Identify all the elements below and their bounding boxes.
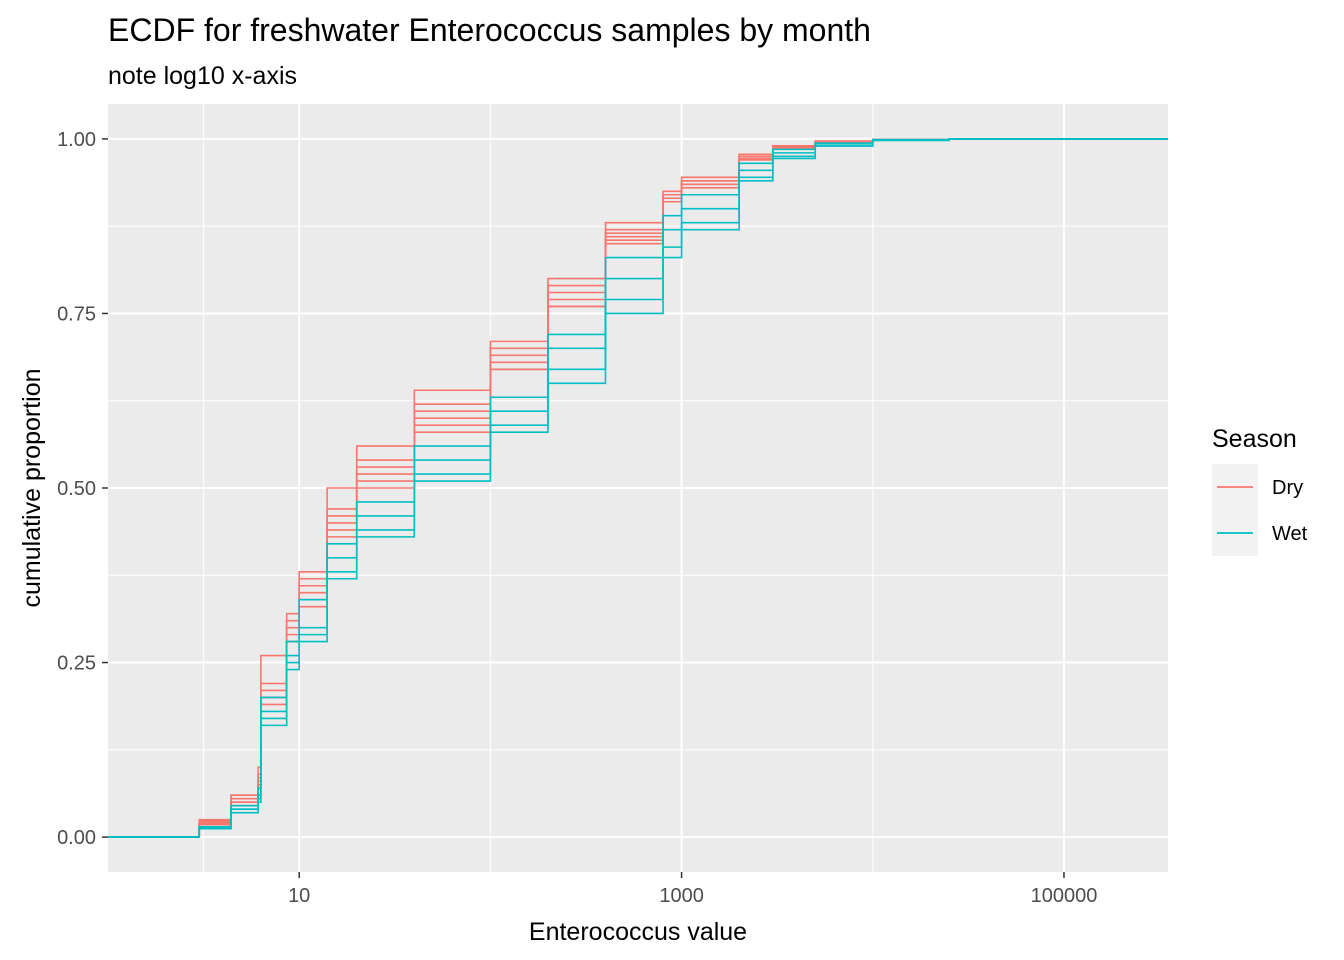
legend: Season Dry Wet	[1212, 425, 1308, 556]
y-axis-title: cumulative proportion	[18, 368, 46, 607]
x-axis: 10 1000 100000	[288, 872, 1097, 907]
y-axis: 0.00 0.25 0.50 0.75 1.00	[57, 129, 108, 849]
y-tick-label: 0.50	[57, 478, 96, 500]
legend-label-wet: Wet	[1272, 523, 1308, 545]
legend-label-dry: Dry	[1272, 477, 1303, 499]
x-tick-label: 100000	[1031, 885, 1098, 907]
y-tick-label: 0.00	[57, 827, 96, 849]
y-tick-label: 0.25	[57, 653, 96, 675]
x-tick-label: 10	[288, 885, 310, 907]
chart-subtitle: note log10 x-axis	[108, 62, 297, 90]
series-line-wet	[108, 138, 1168, 838]
chart-title: ECDF for freshwater Enterococcus samples…	[108, 12, 871, 48]
y-tick-label: 1.00	[57, 129, 96, 151]
y-tick-label: 0.75	[57, 303, 96, 325]
x-tick-label: 1000	[659, 885, 704, 907]
series-lines	[108, 138, 1168, 838]
legend-entries: Dry Wet	[1212, 464, 1308, 556]
x-axis-title: Enterococcus value	[529, 918, 747, 946]
legend-title: Season	[1212, 425, 1297, 453]
